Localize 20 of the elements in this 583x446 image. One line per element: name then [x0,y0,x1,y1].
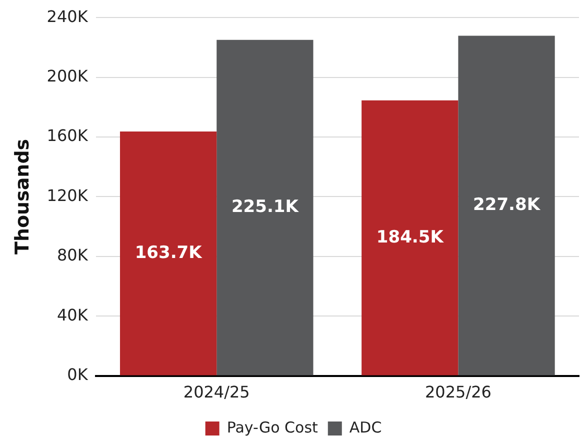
bar [216,40,314,376]
y-tick-label: 0K [67,364,88,384]
bar [458,36,555,376]
bar [120,131,217,376]
y-tick-label: 160K [46,126,88,146]
y-tick-label: 240K [46,6,88,26]
legend-label: ADC [349,418,382,436]
data-label: 184.5K [376,227,444,248]
data-label: 227.8K [473,194,541,215]
x-tick-label: 2024/25 [183,382,250,402]
bar [362,100,458,376]
y-tick-label: 120K [46,186,88,205]
y-tick-label: 200K [46,66,88,86]
y-tick-label: 40K [56,305,88,324]
x-tick-label: 2025/26 [424,382,492,402]
y-tick-label: 80K [56,246,88,265]
data-label: 163.7K [134,242,203,263]
data-label: 225.1K [231,196,300,217]
y-axis-title: Thousands [11,138,34,255]
legend-label: Pay-Go Cost [226,418,318,436]
